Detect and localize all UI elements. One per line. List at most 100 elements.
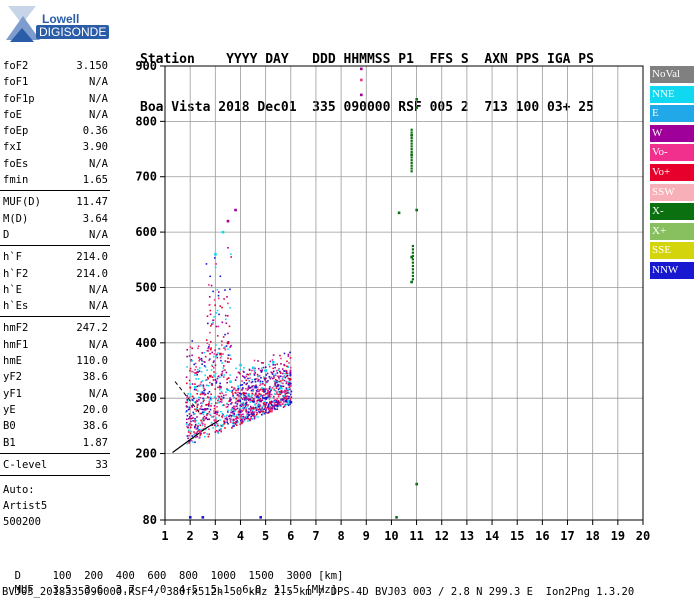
trace-dot: [266, 380, 269, 383]
trace-dot: [271, 410, 273, 413]
trace-dot: [259, 369, 262, 372]
trace-dot: [194, 421, 196, 423]
trace-dot: [259, 381, 261, 384]
trace-dot: [227, 409, 229, 412]
trace-dot: [214, 349, 217, 351]
trace-dot: [216, 288, 219, 291]
trace-dot: [237, 387, 240, 390]
trace-dot: [217, 410, 219, 413]
trace-dot: [239, 395, 241, 398]
trace-dot: [198, 356, 200, 359]
data-point-nne: [264, 369, 268, 372]
trace-dot: [191, 406, 194, 408]
trace-dot: [197, 390, 199, 392]
trace-dot: [229, 358, 232, 360]
trace-dot: [286, 395, 289, 397]
trace-dot: [244, 376, 246, 379]
trace-dot: [253, 411, 256, 413]
trace-dot: [205, 404, 208, 406]
trace-dot: [261, 399, 264, 401]
trace-dot: [192, 371, 195, 373]
trace-dot: [202, 417, 205, 419]
trace-dot: [249, 398, 252, 401]
trace-dot: [245, 404, 247, 406]
trace-dot: [239, 423, 242, 425]
trace-dot: [189, 346, 192, 348]
trace-dot: [208, 359, 210, 362]
trace-dot: [263, 384, 266, 386]
trace-dot: [246, 389, 249, 392]
trace-dot: [281, 379, 284, 381]
trace-dot: [236, 405, 238, 407]
parameter-value: 0.36: [82, 125, 108, 138]
trace-dot: [250, 407, 253, 409]
trace-dot: [233, 421, 236, 424]
trace-dot: [214, 412, 217, 414]
parameter-row: foF2 3.150: [0, 58, 110, 74]
parameter-name: foF2: [3, 60, 29, 72]
echo-streak-dot: [410, 161, 413, 165]
echo-streak-dot: [410, 167, 413, 170]
trace-dot: [221, 370, 224, 373]
trace-dot: [185, 411, 187, 413]
trace-dot: [269, 406, 272, 409]
trace-dot: [288, 388, 291, 391]
trace-dot: [188, 406, 191, 409]
y-tick-label: 300: [135, 391, 157, 405]
trace-dot: [208, 284, 210, 286]
trace-dot: [263, 394, 265, 397]
trace-dot: [259, 380, 262, 383]
trace-dot: [285, 375, 288, 377]
trace-dot: [232, 420, 235, 422]
trace-dot: [267, 404, 270, 407]
trace-dot: [232, 393, 234, 395]
trace-dot: [216, 405, 218, 408]
trace-dot: [221, 362, 223, 364]
trace-dot: [237, 394, 239, 396]
trace-dot: [274, 364, 276, 366]
trace-dot: [248, 414, 251, 416]
trace-dot: [201, 421, 203, 423]
trace-dot: [230, 398, 232, 401]
trace-dot: [189, 417, 191, 419]
trace-dot: [221, 425, 224, 428]
trace-dot: [277, 380, 280, 383]
trace-dot: [267, 393, 269, 395]
trace-dot: [263, 403, 265, 406]
echo-streak-dot: [411, 268, 415, 271]
trace-dot: [264, 388, 267, 391]
trace-dot: [220, 399, 223, 401]
trace-dot: [222, 396, 225, 399]
data-point-nnw: [284, 399, 288, 403]
x-tick-label: 18: [585, 529, 599, 543]
trace-dot: [232, 425, 234, 427]
trace-dot: [195, 372, 198, 374]
trace-dot: [284, 376, 287, 379]
trace-dot: [202, 393, 204, 395]
trace-dot: [221, 404, 224, 407]
x-tick-label: 8: [337, 529, 344, 543]
trace-dot: [276, 381, 278, 384]
trace-dot: [286, 374, 289, 377]
trace-dot: [279, 403, 282, 406]
trace-dot: [189, 386, 191, 389]
trace-dot: [265, 374, 267, 376]
trace-dot: [204, 431, 206, 434]
trace-dot: [191, 340, 194, 342]
echo-streak-dot: [410, 170, 413, 173]
trace-dot: [223, 420, 225, 422]
trace-dot: [231, 411, 234, 413]
trace-dot: [216, 423, 219, 425]
trace-dot: [251, 397, 253, 400]
trace-dot: [269, 406, 271, 409]
trace-dot: [205, 379, 208, 381]
trace-dot: [248, 380, 251, 383]
trace-dot: [268, 392, 271, 395]
trace-dot: [243, 404, 246, 406]
trace-dot: [229, 346, 232, 348]
trace-dot: [214, 388, 217, 390]
trace-dot: [250, 381, 253, 384]
trace-dot: [269, 402, 271, 404]
trace-dot: [217, 399, 219, 402]
trace-dot: [233, 407, 235, 410]
